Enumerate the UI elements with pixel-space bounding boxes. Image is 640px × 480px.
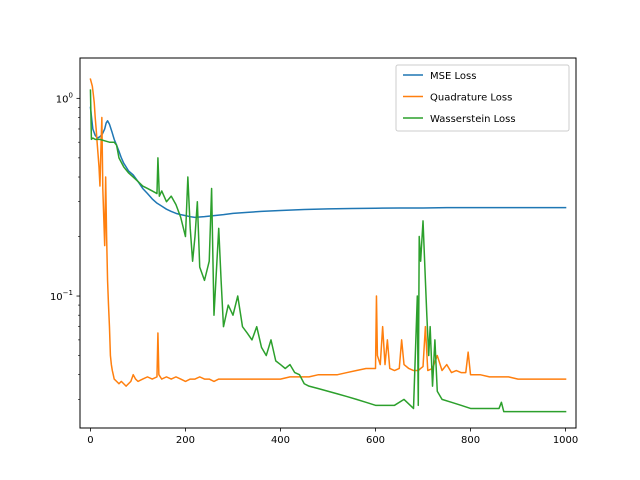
y-tick-label: 10−1 [50, 289, 73, 303]
axes-frame [79, 57, 577, 429]
legend-label: MSE Loss [430, 71, 476, 82]
x-tick-label: 1000 [553, 435, 578, 446]
x-tick-label: 800 [461, 435, 480, 446]
series-line-mse-loss [89, 106, 567, 219]
series-line-wasserstein-loss [89, 89, 567, 413]
y-axis: 10−1 100 [50, 91, 80, 400]
x-tick-label: 0 [87, 435, 93, 446]
legend-box [395, 64, 570, 132]
series-line-quadrature-loss [89, 78, 567, 387]
legend: MSE Loss Quadrature Loss Wasserstein Loss [395, 64, 570, 132]
x-tick-label: 600 [366, 435, 385, 446]
y-tick-label: 100 [56, 91, 73, 105]
x-tick-label: 400 [271, 435, 290, 446]
x-tick-label: 200 [176, 435, 195, 446]
legend-label: Wasserstein Loss [430, 114, 516, 125]
series-layer [89, 78, 567, 413]
x-axis: 0 200 400 600 800 1000 [87, 428, 578, 446]
legend-label: Quadrature Loss [430, 93, 512, 104]
